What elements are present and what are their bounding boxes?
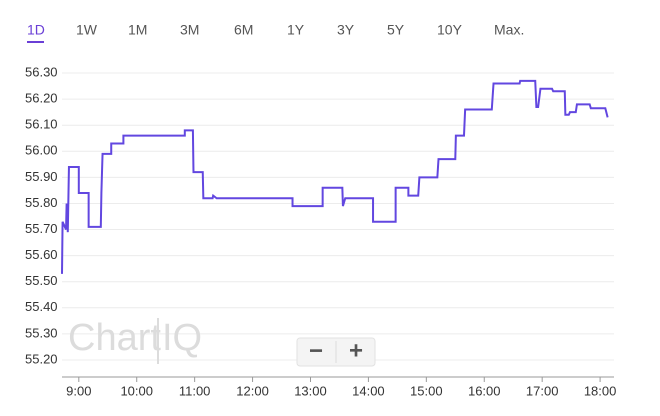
x-tick-label: 18:00: [584, 383, 617, 398]
tab[interactable]: 1Y: [287, 22, 305, 38]
tab[interactable]: Max.: [494, 22, 524, 38]
x-tick-label: 10:00: [120, 383, 153, 398]
tab[interactable]: 6M: [234, 22, 253, 38]
tab[interactable]: 10Y: [437, 22, 463, 38]
x-tick-label: 11:00: [179, 383, 211, 398]
watermark: IQ: [162, 317, 202, 359]
x-tick-label: 12:00: [236, 383, 269, 398]
tab[interactable]: 5Y: [387, 22, 405, 38]
x-tick-label: 14:00: [352, 383, 385, 398]
y-tick-label: 55.30: [25, 325, 58, 340]
tab[interactable]: 3Y: [337, 22, 355, 38]
y-tick-label: 55.40: [25, 299, 58, 314]
tab[interactable]: 1W: [76, 22, 98, 38]
y-tick-label: 55.20: [25, 351, 58, 366]
y-tick-label: 56.00: [25, 143, 58, 158]
x-tick-label: 13:00: [294, 383, 327, 398]
tab[interactable]: 1M: [128, 22, 147, 38]
y-tick-label: 55.50: [25, 273, 58, 288]
y-tick-label: 56.20: [25, 91, 58, 106]
x-tick-label: 15:00: [410, 383, 443, 398]
tab-underline: [27, 41, 44, 43]
zoom-out[interactable]: −: [309, 337, 323, 364]
y-tick-label: 55.70: [25, 221, 58, 236]
watermark: Chart: [68, 317, 161, 359]
y-tick-label: 56.10: [25, 117, 58, 132]
y-tick-label: 55.60: [25, 247, 58, 262]
tab[interactable]: 1D: [27, 22, 45, 38]
price-line: [61, 79, 609, 274]
zoom-in[interactable]: +: [349, 337, 363, 364]
y-tick-label: 55.80: [25, 195, 58, 210]
x-tick-label: 17:00: [526, 383, 559, 398]
tab[interactable]: 3M: [180, 22, 199, 38]
x-tick-label: 16:00: [468, 383, 501, 398]
y-tick-label: 55.90: [25, 169, 58, 184]
x-tick-label: 9:00: [66, 383, 91, 398]
y-tick-label: 56.30: [25, 64, 58, 79]
